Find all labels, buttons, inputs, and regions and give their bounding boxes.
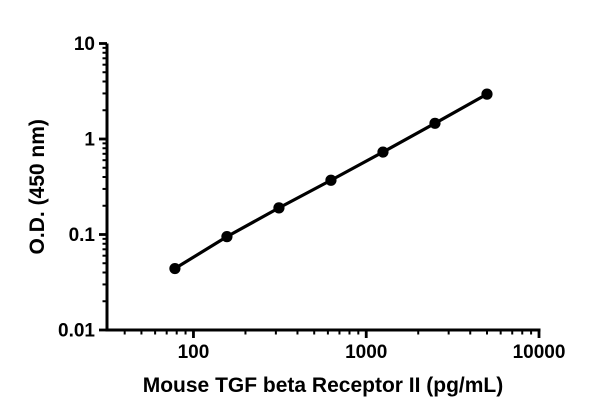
y-tick-label-1: 1 <box>84 130 95 151</box>
data-point-78.125pg <box>169 262 181 275</box>
data-point-156.25pg <box>221 231 233 243</box>
y-axis-title: O.D. (450 nm) <box>26 119 49 254</box>
y-tick-label-0.01: 0.01 <box>58 321 95 342</box>
data-point-5000pg <box>481 88 493 100</box>
data-point-1250pg <box>377 146 389 158</box>
x-tick-label-100: 100 <box>178 342 210 363</box>
x-tick-label-10000: 10000 <box>513 342 566 363</box>
x-tick-label-1000: 1000 <box>345 342 387 363</box>
data-point-2500pg <box>429 117 441 129</box>
y-tick-label-10: 10 <box>74 34 95 55</box>
x-axis-title: Mouse TGF beta Receptor II (pg/mL) <box>143 374 504 397</box>
y-tick-label-0.1: 0.1 <box>69 225 96 246</box>
data-point-312.5pg <box>273 202 285 214</box>
data-point-625pg <box>325 174 337 186</box>
